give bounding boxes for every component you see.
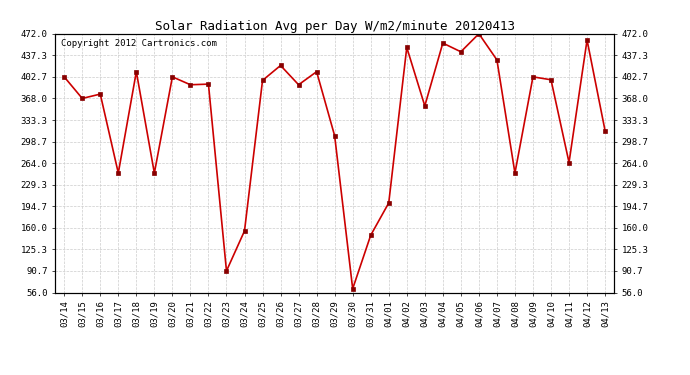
Text: Copyright 2012 Cartronics.com: Copyright 2012 Cartronics.com (61, 39, 217, 48)
Title: Solar Radiation Avg per Day W/m2/minute 20120413: Solar Radiation Avg per Day W/m2/minute … (155, 20, 515, 33)
